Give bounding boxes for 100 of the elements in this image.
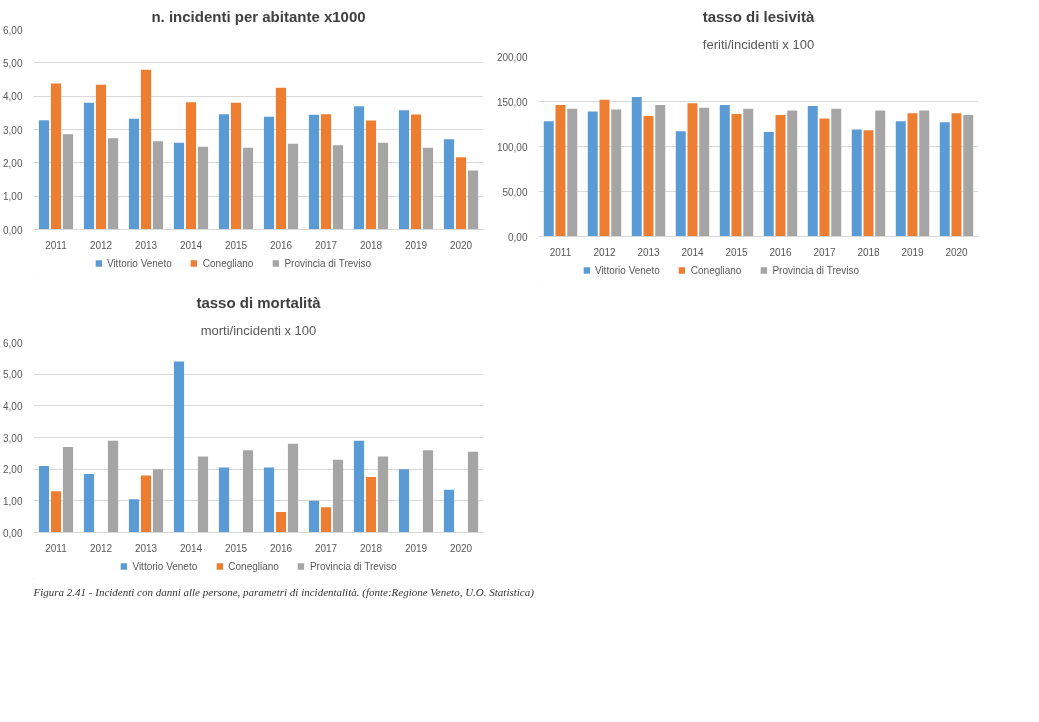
bar	[655, 105, 666, 237]
bar	[275, 87, 287, 230]
bar	[467, 451, 479, 533]
bar	[422, 147, 434, 230]
x-tick-label: 2018	[359, 542, 383, 554]
y-tick-label: 4,00	[3, 400, 23, 412]
bar	[851, 129, 862, 237]
legend-label: Conegliano	[228, 560, 279, 572]
bar	[365, 120, 377, 230]
bar	[775, 115, 786, 237]
x-tick-label: 2013	[134, 239, 158, 251]
chart-subtitle: feriti/incidenti x 100	[702, 36, 815, 52]
y-tick-label: 0,00	[3, 527, 23, 539]
chart-title: tasso di lesività	[702, 7, 816, 25]
bar	[332, 145, 344, 230]
bar	[719, 105, 730, 237]
bar	[173, 142, 185, 230]
x-tick-label: 2011	[45, 239, 68, 251]
x-tick-label: 2020	[945, 246, 969, 258]
bar	[631, 97, 642, 237]
bar	[455, 157, 467, 230]
bar	[218, 114, 230, 230]
bar	[185, 102, 197, 230]
bar	[587, 111, 598, 237]
x-tick-label: 2011	[45, 542, 68, 554]
bar	[963, 115, 974, 237]
bar	[377, 142, 389, 230]
x-tick-label: 2015	[224, 542, 248, 554]
legend-label: Conegliano	[690, 264, 742, 276]
bar	[197, 456, 209, 533]
x-tick-label: 2013	[637, 246, 661, 258]
bar	[197, 146, 209, 230]
bar	[567, 108, 578, 237]
bar	[831, 108, 842, 237]
bar	[951, 113, 962, 237]
x-tick-label: 2015	[725, 246, 749, 258]
bar	[365, 477, 377, 533]
bar	[422, 450, 434, 533]
x-tick-label: 2016	[269, 239, 293, 251]
bar	[599, 99, 610, 237]
y-tick-label: 3,00	[3, 124, 23, 136]
bar	[308, 114, 320, 230]
y-tick-label: 6,00	[3, 24, 23, 36]
y-tick-label: 1,00	[3, 495, 23, 507]
bar	[675, 131, 686, 237]
bar	[308, 500, 320, 533]
bar	[743, 108, 754, 237]
x-tick-label: 2019	[404, 542, 428, 554]
x-tick-label: 2012	[593, 246, 617, 258]
bar	[699, 107, 710, 237]
bar	[218, 467, 230, 533]
y-tick-label: 200,00	[496, 51, 528, 63]
bar	[83, 473, 95, 533]
y-tick-label: 150,00	[496, 96, 528, 108]
x-tick-label: 2016	[769, 246, 793, 258]
bar	[152, 469, 164, 533]
x-tick-label: 2012	[89, 542, 113, 554]
x-tick-label: 2012	[89, 239, 113, 251]
bar	[555, 105, 566, 237]
x-tick-label: 2016	[269, 542, 293, 554]
bar	[242, 147, 254, 230]
bar	[919, 110, 930, 237]
bar	[152, 141, 164, 230]
x-tick-label: 2011	[549, 246, 572, 258]
bar	[687, 103, 698, 237]
bar	[140, 475, 152, 533]
legend-label: Vittorio Veneto	[594, 264, 660, 276]
legend-label: Conegliano	[202, 257, 254, 269]
x-tick-label: 2020	[449, 542, 473, 554]
bar	[787, 110, 798, 237]
y-tick-label: 0,00	[3, 224, 23, 236]
x-tick-label: 2019	[404, 239, 428, 251]
y-tick-label: 4,00	[3, 91, 23, 103]
bar	[443, 489, 455, 533]
x-tick-label: 2018	[359, 239, 383, 251]
bar	[875, 110, 886, 237]
bar	[128, 118, 140, 230]
bar	[895, 121, 906, 237]
bar	[38, 120, 50, 230]
y-tick-label: 5,00	[3, 369, 23, 381]
bar	[263, 467, 275, 533]
x-tick-label: 2014	[681, 246, 705, 258]
legend-label: Vittorio Veneto	[106, 257, 172, 269]
bar	[128, 499, 140, 533]
bar	[467, 170, 479, 230]
x-tick-label: 2017	[314, 239, 338, 251]
bar	[443, 139, 455, 230]
y-tick-label: 2,00	[3, 157, 23, 169]
bar	[643, 115, 654, 237]
bar	[398, 110, 410, 230]
bar	[38, 466, 50, 533]
x-tick-label: 2020	[449, 239, 473, 251]
bar	[332, 459, 344, 533]
y-tick-label: 2,00	[3, 464, 23, 476]
legend-label: Provincia di Treviso	[309, 560, 397, 572]
bar	[763, 132, 774, 237]
x-tick-label: 2013	[134, 542, 158, 554]
x-tick-label: 2017	[813, 246, 837, 258]
x-tick-label: 2018	[857, 246, 881, 258]
bar	[50, 491, 62, 533]
